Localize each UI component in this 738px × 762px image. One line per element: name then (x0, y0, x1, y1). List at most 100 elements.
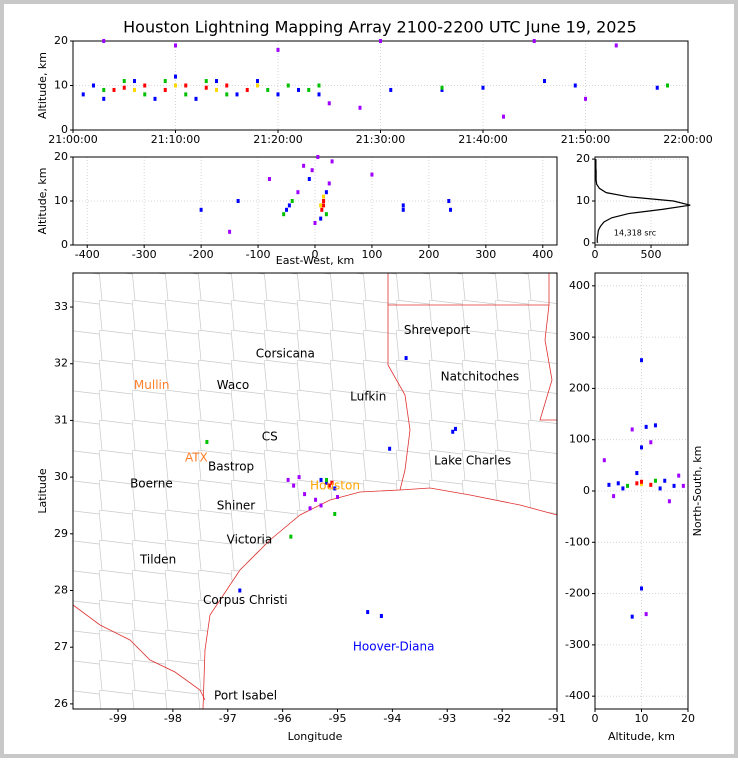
source-point (238, 588, 242, 593)
source-point (225, 92, 229, 97)
source-point (640, 586, 643, 591)
source-point (327, 101, 331, 106)
source-point (630, 427, 634, 432)
source-point (276, 47, 280, 52)
source-point (143, 92, 147, 97)
y-tick-label: 200 (569, 381, 590, 394)
source-point (370, 172, 374, 177)
source-point (297, 475, 301, 480)
source-point (667, 499, 671, 504)
source-point (285, 207, 289, 212)
source-point (296, 190, 300, 195)
source-point (663, 478, 667, 483)
source-point (133, 79, 136, 84)
y-tick-label: 20 (54, 150, 68, 163)
x-axis-label: East-West, km (276, 254, 354, 267)
x-tick-label: -96 (274, 712, 292, 725)
source-point (313, 221, 317, 225)
source-point (658, 486, 662, 491)
source-point (635, 481, 639, 486)
y-tick-label: 29 (54, 527, 68, 540)
source-point (644, 612, 648, 617)
source-point (440, 85, 444, 90)
y-tick-label: 20 (576, 152, 590, 165)
source-point (672, 483, 676, 488)
source-point (102, 39, 106, 43)
source-point (481, 85, 485, 90)
y-tick-label: 0 (61, 123, 68, 136)
land (73, 273, 557, 709)
source-point (204, 85, 208, 90)
source-point (324, 212, 328, 217)
x-axis-label: Altitude, km (608, 730, 675, 743)
source-point (649, 482, 653, 487)
x-tick-label: 21:50:00 (561, 133, 610, 146)
source-point (447, 199, 451, 203)
x-tick-label: 21:40:00 (458, 133, 507, 146)
source-point (401, 207, 405, 212)
rio-grande (73, 604, 206, 701)
y-tick-label: 20 (54, 34, 68, 47)
source-point (317, 83, 321, 88)
annotation: Hoover-Diana (353, 640, 435, 654)
x-tick-label: 0 (592, 248, 599, 261)
x-tick-label: -97 (219, 712, 237, 725)
source-point (612, 494, 616, 499)
annotation: Tilden (139, 552, 176, 566)
source-point (640, 479, 643, 484)
source-point (532, 39, 536, 43)
x-tick-label: 0 (312, 248, 319, 261)
x-tick-label: 400 (532, 248, 553, 261)
source-point (319, 216, 323, 221)
x-tick-label: -95 (329, 712, 347, 725)
source-point (602, 458, 606, 463)
source-point (322, 199, 326, 203)
source-point (314, 497, 318, 502)
source-point (607, 482, 611, 487)
annotation: Corpus Christi (203, 593, 288, 607)
annotation: Lufkin (350, 390, 386, 404)
source-point (290, 199, 294, 203)
x-tick-label: -100 (246, 248, 271, 261)
source-point (366, 610, 370, 615)
source-point (635, 471, 639, 476)
source-point (235, 92, 239, 97)
source-point (163, 79, 167, 84)
source-point (322, 203, 326, 208)
y-axis-label: North-South, km (691, 446, 704, 537)
source-point (215, 79, 218, 84)
source-point (267, 177, 271, 181)
x-tick-label: 10 (635, 712, 649, 725)
source-point (303, 492, 307, 497)
source-point (644, 424, 648, 429)
x-axis-label: Longitude (288, 730, 343, 743)
source-point (204, 79, 208, 84)
annotation: Natchitoches (441, 369, 519, 383)
source-point (649, 440, 653, 445)
source-point (153, 96, 157, 101)
x-tick-label: -98 (164, 712, 182, 725)
x-tick-label: 20 (681, 712, 695, 725)
source-point (307, 87, 311, 92)
plot-frame (594, 272, 689, 710)
y-tick-label: 32 (54, 357, 68, 370)
y-axis-label: Altitude, km (36, 167, 49, 234)
annotation: Waco (217, 378, 249, 392)
source-point (194, 96, 198, 101)
source-point (453, 426, 457, 431)
y-tick-label: 27 (54, 640, 68, 653)
source-point (319, 477, 323, 482)
source-point (449, 207, 453, 212)
source-point (199, 207, 203, 212)
annotation: ATX (185, 450, 208, 464)
source-point (102, 96, 106, 101)
source-point (666, 83, 669, 88)
source-point (308, 506, 312, 511)
source-point (174, 83, 177, 88)
source-point (502, 114, 505, 119)
altitude-profile (595, 159, 691, 243)
source-point (143, 83, 147, 88)
source-point (379, 614, 383, 619)
